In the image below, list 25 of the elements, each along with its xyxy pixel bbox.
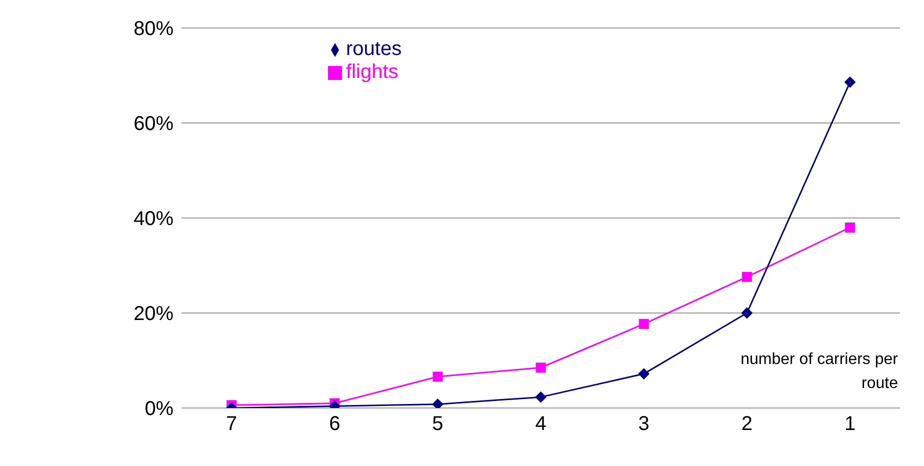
point [432,398,444,408]
x-tick-label: 6 [329,413,340,436]
x-tick-label: 4 [535,413,546,436]
x-tick-label: 3 [638,413,650,436]
y-tick-label: 20% [134,303,174,326]
point [536,362,546,373]
point [845,222,855,232]
legend-label: flights [346,61,398,83]
point [638,368,650,380]
point [741,308,752,318]
point [638,318,649,329]
x-tick-label: 5 [432,413,444,436]
point [844,76,856,88]
y-tick-label: 80% [134,18,174,40]
y-tick-label: 0% [144,398,174,420]
y-tick-label: 60% [134,113,174,136]
y-tick-label: 40% [134,208,174,230]
point [432,372,443,382]
x-tick-label: 2 [741,413,752,436]
point [535,392,546,403]
x-axis-title: number of carriers per route [740,350,898,394]
x-tick-label: 7 [226,413,238,436]
legend-label: routes [346,38,402,60]
point [742,272,752,282]
x-tick-label: 1 [844,413,856,436]
